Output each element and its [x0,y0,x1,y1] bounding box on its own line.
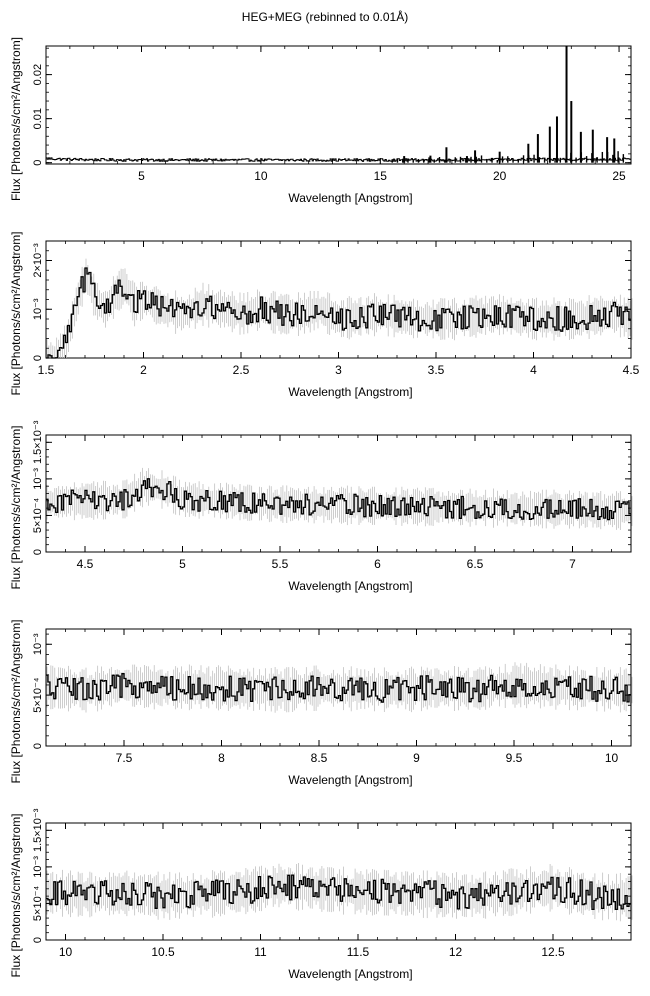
y-tick-label: 5×10⁻⁴ [32,886,44,922]
x-axis-label: Wavelength [Angstrom] [288,773,412,787]
x-tick-label: 6 [374,557,381,571]
x-tick-label: 11 [254,945,267,959]
x-tick-label: 5.5 [272,557,289,571]
x-tick-label: 12.5 [541,945,565,959]
y-tick-label: 0 [32,937,44,943]
x-tick-label: 8 [218,751,225,765]
x-tick-label: 10 [605,751,619,765]
plot-frame-5 [45,822,632,941]
figure-title: HEG+MEG (rebinned to 0.01Å) [241,10,409,24]
y-axis-label: Flux [Photons/s/cm²/Angstrom] [9,619,23,783]
y-tick-label: 1.5×10⁻³ [32,420,44,464]
y-tick-label: 0 [32,743,44,749]
x-tick-label: 4 [530,363,537,377]
x-tick-label: 15 [374,169,388,183]
y-tick-label: 10⁻³ [32,633,44,655]
x-tick-label: 9 [413,751,420,765]
x-tick-label: 1.5 [38,363,55,377]
y-axis-label: Flux [Photons/s/cm²/Angstrom] [9,37,23,201]
x-axis-label: Wavelength [Angstrom] [288,385,412,399]
x-tick-label: 6.5 [467,557,484,571]
x-axis-label: Wavelength [Angstrom] [288,191,412,205]
y-tick-label: 2×10⁻³ [32,243,44,278]
x-axis-label: Wavelength [Angstrom] [288,967,412,981]
y-axis-label: Flux [Photons/s/cm²/Angstrom] [9,231,23,395]
x-tick-label: 8.5 [311,751,328,765]
y-tick-label: 0.01 [32,108,44,129]
y-tick-label: 0 [32,355,44,361]
y-tick-label: 5×10⁻⁴ [32,677,44,713]
spectrum-trace-3 [46,478,631,521]
spectrum-trace-5 [46,874,631,911]
x-tick-label: 3 [335,363,342,377]
y-tick-label: 0 [32,160,44,166]
y-axis-label: Flux [Photons/s/cm²/Angstrom] [9,813,23,977]
x-axis-label: Wavelength [Angstrom] [288,579,412,593]
x-tick-label: 20 [493,169,507,183]
y-tick-label: 5×10⁻⁴ [32,498,44,534]
spectrum-trace-2 [46,267,631,359]
x-tick-label: 10 [254,169,268,183]
x-tick-label: 10.5 [151,945,175,959]
plot-frame-1 [45,45,632,165]
y-tick-label: 10⁻³ [32,298,44,320]
x-tick-label: 7 [569,557,576,571]
x-tick-label: 11.5 [347,945,370,959]
spectrum-trace-4 [46,673,631,703]
y-tick-label: 0.02 [32,64,44,85]
y-tick-label: 1.5×10⁻³ [32,808,44,852]
x-tick-label: 7.5 [116,751,133,765]
x-tick-label: 25 [612,169,626,183]
x-tick-label: 3.5 [428,363,445,377]
x-tick-label: 2 [140,363,147,377]
y-tick-label: 10⁻³ [32,856,44,878]
x-tick-label: 12 [449,945,463,959]
y-axis-label: Flux [Photons/s/cm²/Angstrom] [9,425,23,589]
x-tick-label: 10 [59,945,73,959]
x-tick-label: 5 [179,557,186,571]
y-tick-label: 0 [32,549,44,555]
y-tick-label: 10⁻³ [32,468,44,490]
x-tick-label: 4.5 [623,363,640,377]
spectrum-trace-1 [46,157,631,162]
plot-frame-3 [45,434,632,553]
x-tick-label: 2.5 [233,363,250,377]
x-tick-label: 4.5 [77,557,94,571]
x-tick-label: 9.5 [506,751,523,765]
x-tick-label: 5 [138,169,145,183]
